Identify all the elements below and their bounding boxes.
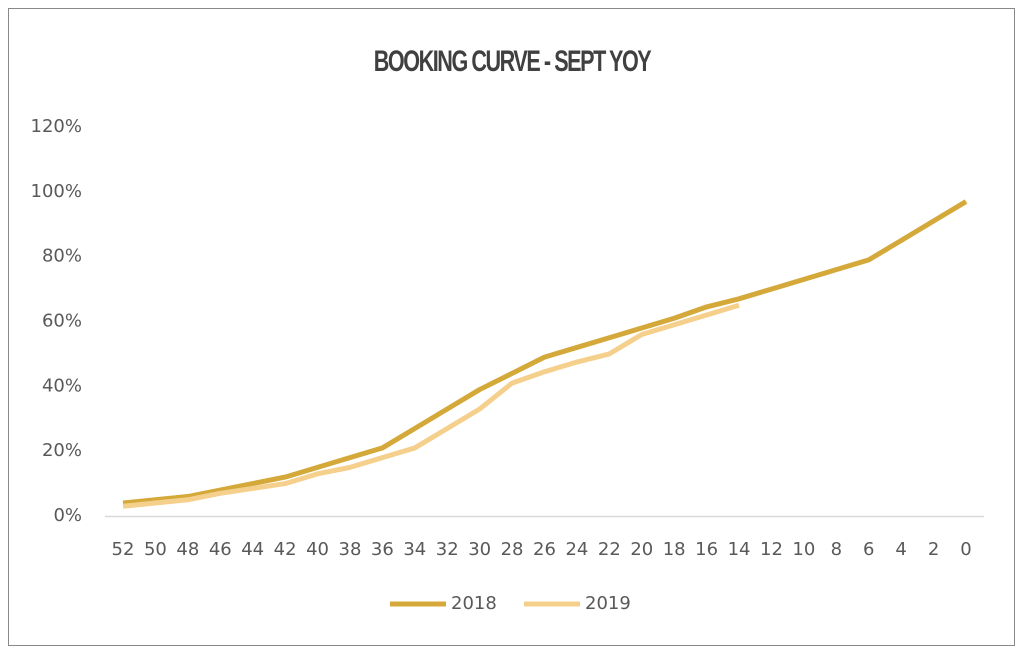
legend-label: 2018: [451, 593, 497, 614]
legend-label: 2019: [585, 593, 631, 614]
y-tick-label: 0%: [53, 505, 82, 526]
x-tick-label: 36: [371, 539, 394, 560]
x-tick-label: 4: [895, 539, 906, 560]
x-tick-label: 30: [468, 539, 491, 560]
y-tick-label: 40%: [42, 375, 82, 396]
y-tick-label: 120%: [31, 116, 82, 137]
x-tick-label: 20: [630, 539, 653, 560]
x-tick-label: 28: [501, 539, 524, 560]
x-tick-label: 44: [241, 539, 264, 560]
x-tick-label: 6: [863, 539, 874, 560]
x-tick-label: 0: [960, 539, 971, 560]
x-tick-label: 8: [831, 539, 842, 560]
x-tick-label: 2: [928, 539, 939, 560]
line-series: [122, 302, 740, 509]
x-tick-label: 46: [209, 539, 232, 560]
chart-frame: [8, 8, 1015, 646]
x-tick-label: 10: [792, 539, 815, 560]
x-tick-label: 52: [112, 539, 135, 560]
y-tick-label: 60%: [42, 311, 82, 332]
x-tick-label: 24: [565, 539, 588, 560]
line-series: [122, 199, 968, 506]
x-tick-label: 34: [403, 539, 426, 560]
x-tick-label: 26: [533, 539, 556, 560]
x-tick-label: 16: [695, 539, 718, 560]
y-tick-label: 100%: [31, 181, 82, 202]
x-tick-label: 42: [274, 539, 297, 560]
x-tick-label: 14: [728, 539, 751, 560]
chart-title: BOOKING CURVE - SEPT YOY: [374, 43, 652, 77]
x-tick-label: 18: [663, 539, 686, 560]
x-tick-label: 50: [144, 539, 167, 560]
x-tick-label: 48: [176, 539, 199, 560]
x-tick-label: 32: [436, 539, 459, 560]
x-tick-label: 22: [598, 539, 621, 560]
y-tick-label: 20%: [42, 440, 82, 461]
x-tick-label: 40: [306, 539, 329, 560]
x-tick-label: 38: [339, 539, 362, 560]
y-tick-label: 80%: [42, 246, 82, 267]
x-tick-label: 12: [760, 539, 783, 560]
